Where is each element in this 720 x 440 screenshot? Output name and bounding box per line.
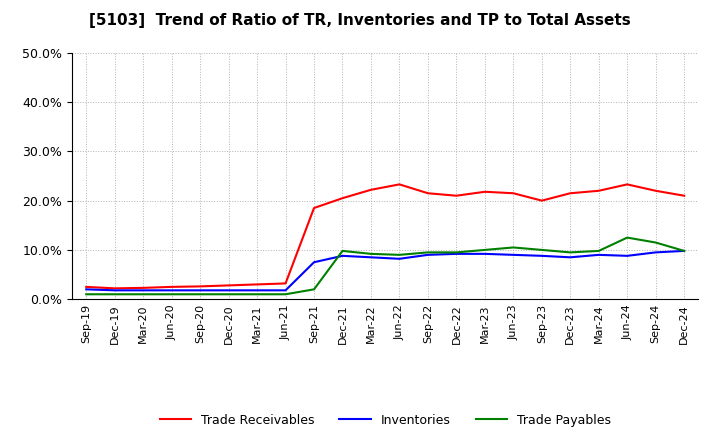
Inventories [196,288,204,293]
Trade Receivables [509,191,518,196]
Trade Receivables [366,187,375,192]
Trade Receivables [452,193,461,198]
Trade Receivables [537,198,546,203]
Trade Receivables [196,284,204,289]
Legend: Trade Receivables, Inventories, Trade Payables: Trade Receivables, Inventories, Trade Pa… [155,409,616,432]
Line: Trade Receivables: Trade Receivables [86,184,684,288]
Inventories [366,255,375,260]
Trade Receivables [82,284,91,290]
Trade Receivables [566,191,575,196]
Trade Payables [310,287,318,292]
Inventories [282,288,290,293]
Inventories [225,288,233,293]
Text: [5103]  Trend of Ratio of TR, Inventories and TP to Total Assets: [5103] Trend of Ratio of TR, Inventories… [89,13,631,28]
Inventories [423,252,432,257]
Trade Payables [82,292,91,297]
Trade Receivables [395,182,404,187]
Line: Inventories: Inventories [86,251,684,290]
Trade Payables [338,248,347,253]
Inventories [595,252,603,257]
Inventories [253,288,261,293]
Inventories [395,256,404,261]
Inventories [623,253,631,258]
Inventories [480,251,489,257]
Trade Payables [139,292,148,297]
Trade Payables [480,247,489,253]
Line: Trade Payables: Trade Payables [86,238,684,294]
Trade Payables [253,292,261,297]
Trade Payables [623,235,631,240]
Inventories [509,252,518,257]
Trade Payables [110,292,119,297]
Inventories [452,251,461,257]
Trade Payables [395,252,404,257]
Trade Payables [652,240,660,245]
Inventories [310,260,318,265]
Trade Receivables [253,282,261,287]
Trade Receivables [110,286,119,291]
Inventories [82,287,91,292]
Trade Payables [566,250,575,255]
Trade Payables [225,292,233,297]
Inventories [139,288,148,293]
Trade Receivables [423,191,432,196]
Trade Payables [167,292,176,297]
Inventories [652,250,660,255]
Inventories [680,248,688,253]
Inventories [110,288,119,293]
Trade Receivables [595,188,603,194]
Trade Payables [680,248,688,253]
Trade Payables [595,248,603,253]
Trade Payables [366,251,375,257]
Trade Receivables [338,195,347,201]
Trade Payables [196,292,204,297]
Trade Payables [452,250,461,255]
Trade Payables [509,245,518,250]
Trade Receivables [225,283,233,288]
Trade Payables [537,247,546,253]
Trade Payables [423,250,432,255]
Trade Receivables [680,193,688,198]
Inventories [537,253,546,258]
Trade Receivables [480,189,489,194]
Trade Receivables [310,205,318,211]
Trade Receivables [139,285,148,290]
Trade Receivables [652,188,660,194]
Trade Receivables [282,281,290,286]
Inventories [167,288,176,293]
Inventories [566,255,575,260]
Trade Receivables [167,284,176,290]
Trade Receivables [623,182,631,187]
Trade Payables [282,292,290,297]
Inventories [338,253,347,258]
